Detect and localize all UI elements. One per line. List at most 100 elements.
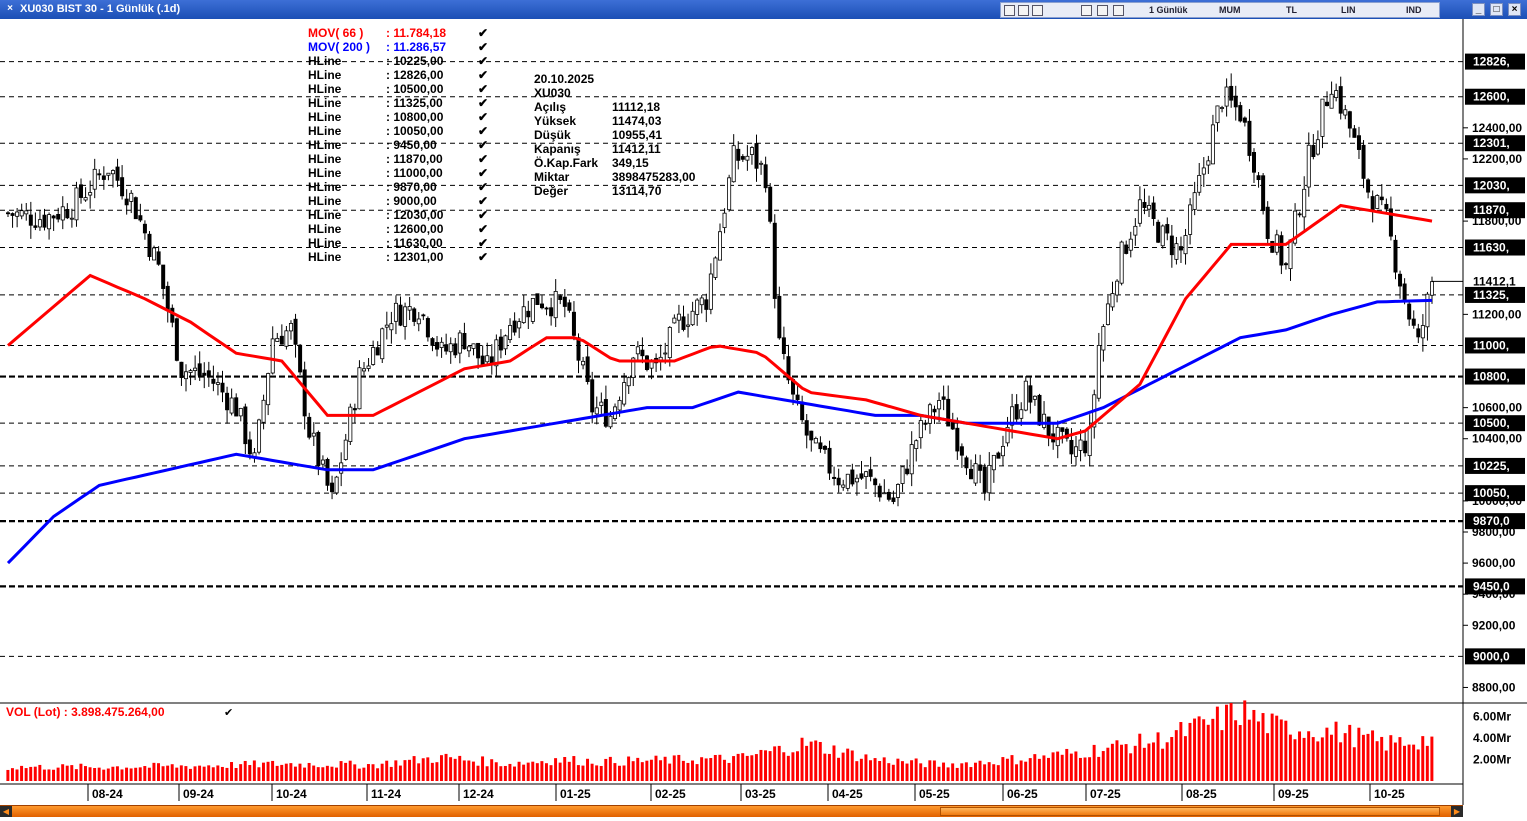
candle-body (530, 297, 535, 322)
legend-check-icon[interactable]: ✔ (478, 250, 488, 264)
candle-body (832, 476, 837, 479)
draw-icon[interactable] (1018, 5, 1029, 16)
legend-check-icon[interactable]: ✔ (478, 40, 488, 54)
zoom-in-icon[interactable] (1081, 5, 1092, 16)
volume-check-icon[interactable]: ✔ (224, 707, 233, 719)
candle-body (708, 273, 713, 310)
legend-check-icon[interactable]: ✔ (478, 208, 488, 222)
legend-check-icon[interactable]: ✔ (478, 222, 488, 236)
volume-bar (691, 760, 694, 781)
volume-legend: VOL (Lot) : 3.898.475.264,00 (6, 705, 165, 719)
candle-body (763, 164, 768, 189)
volume-bar (266, 761, 270, 781)
minimize-button[interactable]: _ (1472, 3, 1485, 16)
legend-hline-label: HLine (308, 54, 342, 68)
window-close-icon[interactable]: × (7, 3, 13, 14)
volume-bar (403, 760, 407, 781)
volume-bar (544, 763, 548, 781)
legend-check-icon[interactable]: ✔ (478, 96, 488, 110)
time-label: 09-24 (183, 787, 214, 801)
volume-bar (225, 767, 229, 781)
scroll-left-icon[interactable]: ◀ (0, 806, 12, 817)
info-value: 11112,18 (612, 100, 660, 114)
candle-body (288, 323, 293, 332)
candle-body (932, 408, 937, 413)
candle-body (1119, 241, 1124, 284)
legend-check-icon[interactable]: ✔ (478, 152, 488, 166)
candle-body (156, 251, 161, 265)
legend-check-icon[interactable]: ✔ (478, 124, 488, 138)
candle-body (165, 285, 170, 310)
legend-check-icon[interactable]: ✔ (478, 138, 488, 152)
candle-body (24, 210, 29, 215)
style-selector[interactable]: MUM (1219, 5, 1241, 15)
scale-selector[interactable]: LIN (1341, 5, 1356, 15)
candle-body (1224, 86, 1229, 107)
hline-tag-bg (1465, 88, 1525, 105)
candle-body (603, 399, 608, 427)
crosshair-icon[interactable] (1113, 5, 1124, 16)
hline-tag-bg (1465, 457, 1525, 474)
zoom-out-icon[interactable] (1097, 5, 1108, 16)
volume-bar (83, 766, 87, 781)
legend-check-icon[interactable]: ✔ (478, 166, 488, 180)
candle-body (1315, 139, 1320, 155)
volume-bar (1065, 748, 1069, 781)
volume-bar (859, 758, 863, 781)
scroll-thumb[interactable] (940, 807, 1440, 816)
hline-tag: 10500, (1473, 416, 1510, 430)
candle-body (398, 304, 403, 326)
volume-tick-label: 6.00Mr (1473, 710, 1511, 724)
close-button[interactable]: × (1508, 3, 1521, 16)
legend-check-icon[interactable]: ✔ (478, 180, 488, 194)
volume-bar (303, 767, 307, 781)
volume-bar (184, 766, 188, 781)
volume-bar (1060, 754, 1064, 781)
period-selector[interactable]: 1 Günlük (1149, 5, 1188, 15)
candle-body (549, 307, 554, 317)
scroll-right-icon[interactable]: ▶ (1451, 806, 1463, 817)
info-value: 11474,03 (612, 114, 662, 128)
candle-body (266, 373, 271, 406)
time-scrollbar[interactable]: ◀ ▶ (0, 805, 1463, 817)
settings-icon[interactable] (1032, 5, 1043, 16)
candle-body (1010, 406, 1015, 426)
volume-bar (604, 758, 608, 781)
volume-bar (608, 756, 612, 781)
candle-body (79, 184, 84, 198)
volume-bar (1092, 744, 1096, 781)
candle-body (147, 233, 152, 258)
legend-check-icon[interactable]: ✔ (478, 110, 488, 124)
candle-body (804, 420, 809, 436)
volume-bar (1047, 757, 1050, 781)
legend-check-icon[interactable]: ✔ (478, 68, 488, 82)
candle-body (10, 213, 15, 216)
volume-bar (289, 763, 293, 781)
candle-body (138, 215, 143, 221)
volume-bar (1019, 760, 1023, 781)
legend-check-icon[interactable]: ✔ (478, 26, 488, 40)
candle-body (416, 318, 421, 325)
legend-check-icon[interactable]: ✔ (478, 54, 488, 68)
volume-bar (663, 756, 667, 781)
maximize-button[interactable]: □ (1490, 3, 1503, 16)
hline-tag: 9000,0 (1473, 649, 1510, 663)
volume-bar (777, 745, 781, 781)
chart-icon[interactable] (1004, 5, 1015, 16)
legend-hline-value: : 10800,00 (386, 110, 444, 124)
mode-selector[interactable]: IND (1406, 5, 1422, 15)
candle-body (15, 211, 20, 217)
legend-check-icon[interactable]: ✔ (478, 82, 488, 96)
legend-check-icon[interactable]: ✔ (478, 236, 488, 250)
candle-body (827, 447, 832, 474)
currency-selector[interactable]: TL (1286, 5, 1297, 15)
volume-bar (1120, 744, 1124, 781)
candle-body (813, 438, 818, 444)
candle-body (480, 355, 485, 365)
legend-check-icon[interactable]: ✔ (478, 194, 488, 208)
candle-body (6, 212, 10, 215)
volume-bar (841, 752, 845, 781)
volume-bar (864, 754, 868, 781)
candle-body (754, 143, 759, 169)
